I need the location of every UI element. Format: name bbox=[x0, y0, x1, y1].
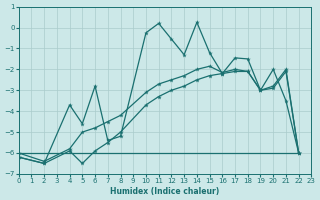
X-axis label: Humidex (Indice chaleur): Humidex (Indice chaleur) bbox=[110, 187, 220, 196]
